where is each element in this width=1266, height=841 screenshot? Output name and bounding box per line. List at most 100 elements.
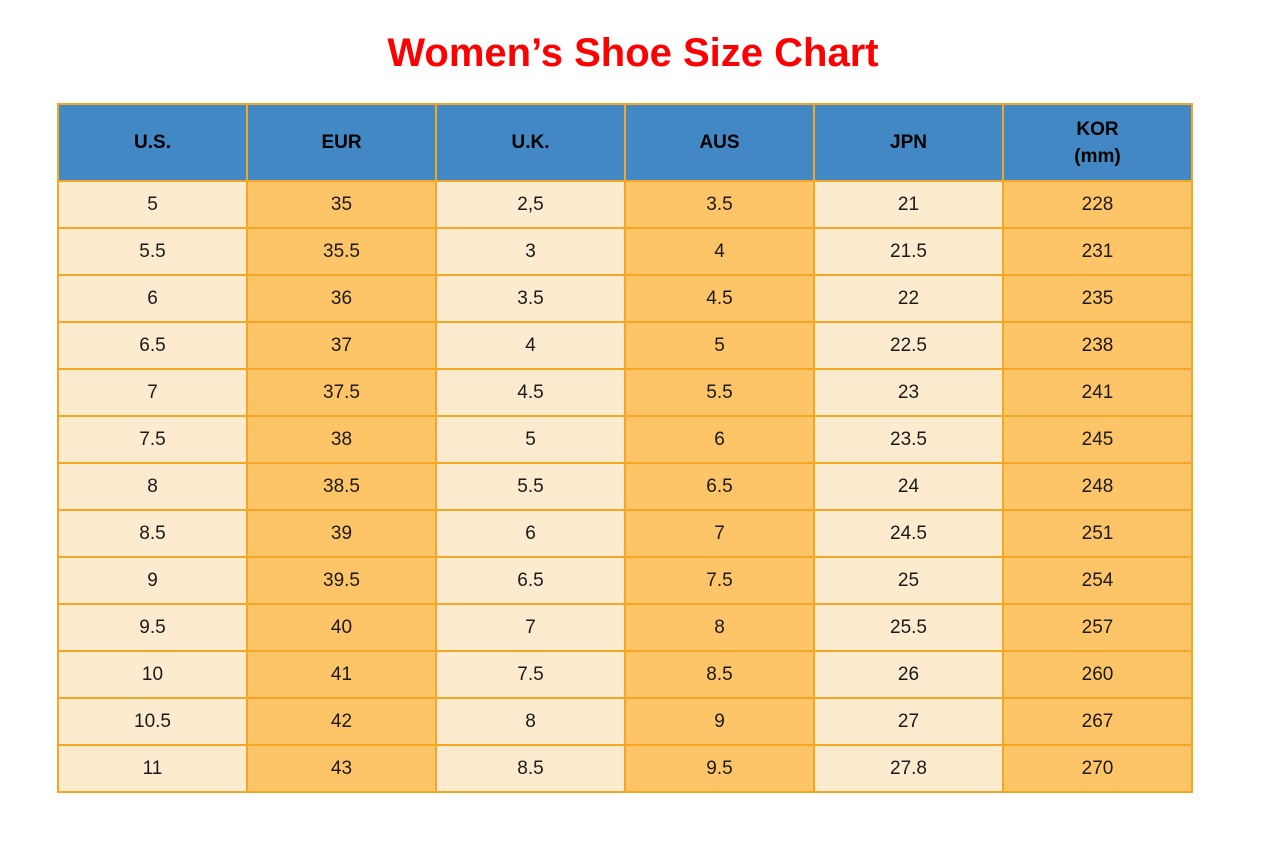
table-cell: 4.5 [624,274,815,323]
table-cell: 42 [246,697,437,746]
table-cell: 35.5 [246,227,437,276]
table-cell: 235 [1002,274,1193,323]
table-cell: 3.5 [624,180,815,229]
table-cell: 8.5 [624,650,815,699]
table-row: 7 37.5 4.5 5.5 23 241 [57,368,1193,417]
table-row: 9 39.5 6.5 7.5 25 254 [57,556,1193,605]
table-cell: 6 [435,509,626,558]
table-row: 9.5 40 7 8 25.5 257 [57,603,1193,652]
table-header: U.S. EUR U.K. AUS JPN KOR (mm) [57,103,1193,182]
table-cell: 241 [1002,368,1193,417]
table-cell: 23 [813,368,1004,417]
table-cell: 38.5 [246,462,437,511]
table-cell: 8 [624,603,815,652]
table-cell: 2,5 [435,180,626,229]
table-cell: 6.5 [57,321,248,370]
table-cell: 6.5 [435,556,626,605]
table-cell: 11 [57,744,248,793]
table-cell: 7.5 [624,556,815,605]
table-cell: 231 [1002,227,1193,276]
column-header-label: U.K. [511,132,550,153]
column-header-label: U.S. [134,132,171,153]
table-cell: 24.5 [813,509,1004,558]
column-header-label: JPN [890,132,927,153]
table-cell: 10.5 [57,697,248,746]
table-cell: 257 [1002,603,1193,652]
table-cell: 4.5 [435,368,626,417]
table-cell: 270 [1002,744,1193,793]
table-cell: 38 [246,415,437,464]
table-cell: 5 [57,180,248,229]
column-header-us: U.S. [57,103,248,182]
table-cell: 260 [1002,650,1193,699]
table-cell: 5.5 [57,227,248,276]
table-cell: 8 [57,462,248,511]
table-row: 7.5 38 5 6 23.5 245 [57,415,1193,464]
table-row: 10.5 42 8 9 27 267 [57,697,1193,746]
table-cell: 27.8 [813,744,1004,793]
table-cell: 41 [246,650,437,699]
table-cell: 9.5 [624,744,815,793]
table-row: 11 43 8.5 9.5 27.8 270 [57,744,1193,793]
table-cell: 7.5 [435,650,626,699]
table-cell: 5 [435,415,626,464]
table-cell: 22 [813,274,1004,323]
table-cell: 7 [435,603,626,652]
column-header-aus: AUS [624,103,815,182]
table-cell: 5.5 [435,462,626,511]
table-cell: 3.5 [435,274,626,323]
column-header-sublabel: (mm) [1074,145,1121,167]
table-cell: 7 [57,368,248,417]
table-cell: 9 [624,697,815,746]
table-cell: 39 [246,509,437,558]
table-cell: 10 [57,650,248,699]
table-cell: 254 [1002,556,1193,605]
table-cell: 248 [1002,462,1193,511]
table-cell: 245 [1002,415,1193,464]
table-cell: 27 [813,697,1004,746]
table-cell: 25.5 [813,603,1004,652]
table-cell: 43 [246,744,437,793]
table-cell: 238 [1002,321,1193,370]
column-header-eur: EUR [246,103,437,182]
table-cell: 40 [246,603,437,652]
table-cell: 228 [1002,180,1193,229]
table-row: 6 36 3.5 4.5 22 235 [57,274,1193,323]
table-cell: 4 [624,227,815,276]
column-header-label: AUS [699,132,740,153]
table-cell: 26 [813,650,1004,699]
table-cell: 37 [246,321,437,370]
table-cell: 3 [435,227,626,276]
table-cell: 8.5 [435,744,626,793]
table-cell: 251 [1002,509,1193,558]
table-cell: 267 [1002,697,1193,746]
table-cell: 37.5 [246,368,437,417]
table-row: 8 38.5 5.5 6.5 24 248 [57,462,1193,511]
table-row: 5 35 2,5 3.5 21 228 [57,180,1193,229]
table-cell: 5 [624,321,815,370]
table-cell: 22.5 [813,321,1004,370]
table-cell: 5.5 [624,368,815,417]
table-cell: 36 [246,274,437,323]
table-cell: 8.5 [57,509,248,558]
shoe-size-table: U.S. EUR U.K. AUS JPN KOR (mm) 5 35 2,5 3.5 21 228 5… [57,103,1193,793]
table-cell: 6 [624,415,815,464]
page-title: Women’s Shoe Size Chart [387,31,879,75]
table-cell: 35 [246,180,437,229]
table-cell: 7.5 [57,415,248,464]
table-cell: 4 [435,321,626,370]
column-header-jpn: JPN [813,103,1004,182]
table-header-row: U.S. EUR U.K. AUS JPN KOR (mm) [57,103,1193,182]
column-header-kor: KOR (mm) [1002,103,1193,182]
column-header-uk: U.K. [435,103,626,182]
table-cell: 8 [435,697,626,746]
table-cell: 39.5 [246,556,437,605]
table-cell: 9.5 [57,603,248,652]
table-cell: 21.5 [813,227,1004,276]
column-header-label: EUR [321,132,362,153]
table-row: 6.5 37 4 5 22.5 238 [57,321,1193,370]
table-cell: 24 [813,462,1004,511]
table-row: 10 41 7.5 8.5 26 260 [57,650,1193,699]
column-header-label: KOR [1076,118,1119,140]
